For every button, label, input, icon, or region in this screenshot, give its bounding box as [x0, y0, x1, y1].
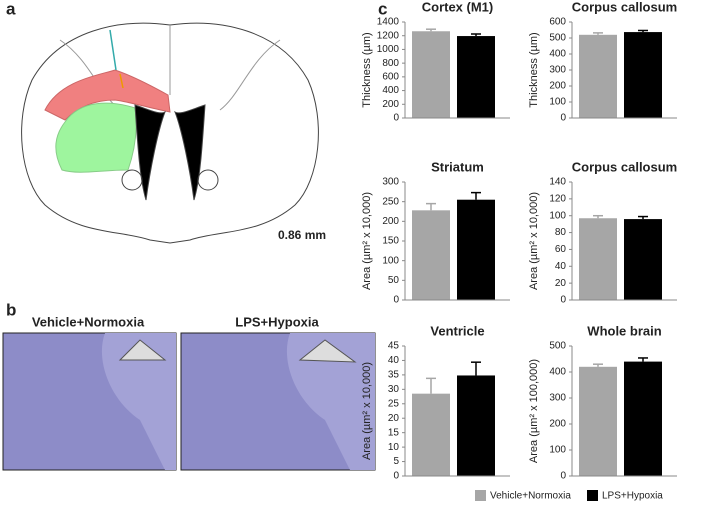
y-tick-label: 60 — [555, 244, 567, 255]
y-tick-label: 100 — [549, 210, 566, 221]
bar — [579, 34, 617, 118]
chart-title: Cortex (M1) — [422, 0, 494, 14]
chart-title: Corpus callosum — [572, 0, 677, 14]
y-tick-label: 800 — [382, 58, 399, 69]
y-tick-label: 0 — [560, 295, 566, 306]
chart-title: Whole brain — [587, 323, 661, 338]
brain-diagram — [21, 22, 319, 244]
y-tick-label: 100 — [549, 97, 566, 108]
bar — [412, 393, 450, 476]
legend-swatch — [587, 490, 598, 501]
chart-title: Striatum — [431, 159, 484, 174]
y-tick-label: 200 — [549, 419, 566, 430]
bar — [457, 199, 495, 300]
y-tick-label: 20 — [388, 413, 400, 424]
y-tick-label: 500 — [549, 33, 566, 44]
y-axis-label: Thickness (µm) — [528, 32, 540, 107]
y-tick-label: 80 — [555, 227, 567, 238]
bar — [624, 32, 662, 118]
y-axis-label: Area (µm² x 10,000) — [361, 192, 373, 290]
y-tick-label: 1200 — [377, 30, 400, 41]
y-axis-label: Thickness (µm) — [361, 32, 373, 107]
y-tick-label: 0 — [393, 113, 399, 124]
y-tick-label: 0 — [560, 471, 566, 482]
chart-title: Ventricle — [430, 323, 484, 338]
bar — [624, 361, 662, 476]
bar — [579, 366, 617, 476]
y-tick-label: 40 — [388, 355, 400, 366]
y-tick-label: 30 — [388, 384, 400, 395]
y-axis-label: Area (µm² x 10,000) — [528, 192, 540, 290]
y-tick-label: 1000 — [377, 44, 400, 55]
legend-swatch — [475, 490, 486, 501]
chart-title: Corpus callosum — [572, 159, 677, 174]
panel-label: c — [378, 0, 387, 18]
bar — [457, 36, 495, 118]
y-tick-label: 10 — [388, 442, 400, 453]
y-tick-label: 600 — [382, 71, 399, 82]
bar — [624, 219, 662, 300]
scale-label: 0.86 mm — [278, 228, 326, 242]
y-tick-label: 400 — [549, 367, 566, 378]
y-tick-label: 500 — [549, 341, 566, 352]
y-tick-label: 45 — [388, 341, 400, 352]
y-axis-label: Area (µm² x 100,000) — [528, 359, 540, 463]
y-tick-label: 600 — [549, 17, 566, 28]
histology-images — [2, 332, 376, 471]
image-label: LPS+Hypoxia — [235, 314, 319, 329]
legend-label: LPS+Hypoxia — [602, 491, 663, 502]
y-tick-label: 150 — [382, 236, 399, 247]
bar — [579, 218, 617, 300]
y-tick-label: 100 — [549, 445, 566, 456]
y-tick-label: 0 — [393, 471, 399, 482]
y-tick-label: 5 — [393, 456, 399, 467]
y-tick-label: 300 — [382, 177, 399, 188]
y-tick-label: 40 — [555, 261, 567, 272]
y-tick-label: 400 — [382, 85, 399, 96]
y-tick-label: 200 — [382, 216, 399, 227]
y-axis-label: Area (µm² x 10,000) — [361, 362, 373, 460]
legend-label: Vehicle+Normoxia — [490, 491, 571, 502]
y-tick-label: 400 — [549, 49, 566, 60]
y-tick-label: 250 — [382, 196, 399, 207]
panel-label: b — [6, 300, 16, 319]
y-tick-label: 300 — [549, 393, 566, 404]
y-tick-label: 15 — [388, 427, 400, 438]
image-label: Vehicle+Normoxia — [32, 314, 145, 329]
y-tick-label: 0 — [560, 113, 566, 124]
y-tick-label: 20 — [555, 278, 567, 289]
y-tick-label: 100 — [382, 255, 399, 266]
y-tick-label: 200 — [549, 81, 566, 92]
bar — [412, 31, 450, 119]
y-tick-label: 140 — [549, 177, 566, 188]
y-tick-label: 25 — [388, 398, 400, 409]
y-tick-label: 1400 — [377, 17, 400, 28]
y-tick-label: 50 — [388, 275, 400, 286]
y-tick-label: 35 — [388, 370, 400, 381]
y-tick-label: 0 — [393, 295, 399, 306]
panel-label: a — [6, 0, 16, 18]
bar — [457, 375, 495, 476]
y-tick-label: 120 — [549, 193, 566, 204]
bar — [412, 210, 450, 300]
y-tick-label: 200 — [382, 99, 399, 110]
y-tick-label: 300 — [549, 65, 566, 76]
